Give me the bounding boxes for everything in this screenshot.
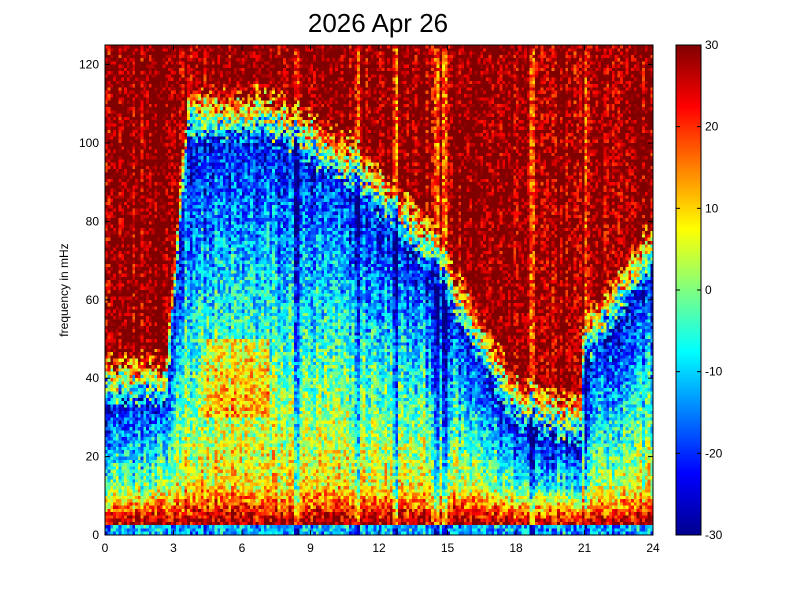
x-tick-label: 24: [646, 541, 660, 555]
colorbar-tick-label: -10: [705, 365, 723, 379]
x-tick-label: 0: [102, 541, 109, 555]
y-tick-label: 40: [86, 371, 100, 385]
x-tick-label: 3: [170, 541, 177, 555]
colorbar-tick-label: -20: [705, 446, 723, 460]
y-tick-label: 0: [92, 528, 99, 542]
colorbar-tick-label: 20: [705, 120, 719, 134]
y-axis-label: frequency in mHz: [57, 243, 71, 336]
colorbar-ticks: -30 -20 -10 0 10 20 30: [676, 38, 723, 542]
x-tick-label: 6: [239, 541, 246, 555]
colorbar-tick-label: 30: [705, 38, 719, 52]
heatmap-image: [105, 45, 653, 535]
x-tick-label: 9: [307, 541, 314, 555]
colorbar-tick-label: 10: [705, 201, 719, 215]
y-tick-label: 100: [79, 136, 99, 150]
colorbar-tick-label: 0: [705, 283, 712, 297]
y-tick-label: 120: [79, 58, 99, 72]
x-axis-ticks: 0 3 6 9 12 15 18 21 24: [102, 45, 660, 555]
y-tick-label: 20: [86, 450, 100, 464]
colorbar: [675, 44, 702, 536]
x-tick-label: 21: [578, 541, 592, 555]
chart-title: 2026 Apr 26: [308, 8, 448, 38]
colorbar-tick-label: -30: [705, 528, 723, 542]
x-tick-label: 15: [441, 541, 455, 555]
x-tick-label: 18: [509, 541, 523, 555]
x-tick-label: 12: [372, 541, 386, 555]
y-axis-ticks: 0 20 40 60 80 100 120: [79, 58, 653, 542]
y-tick-label: 60: [86, 293, 100, 307]
y-tick-label: 80: [86, 214, 100, 228]
